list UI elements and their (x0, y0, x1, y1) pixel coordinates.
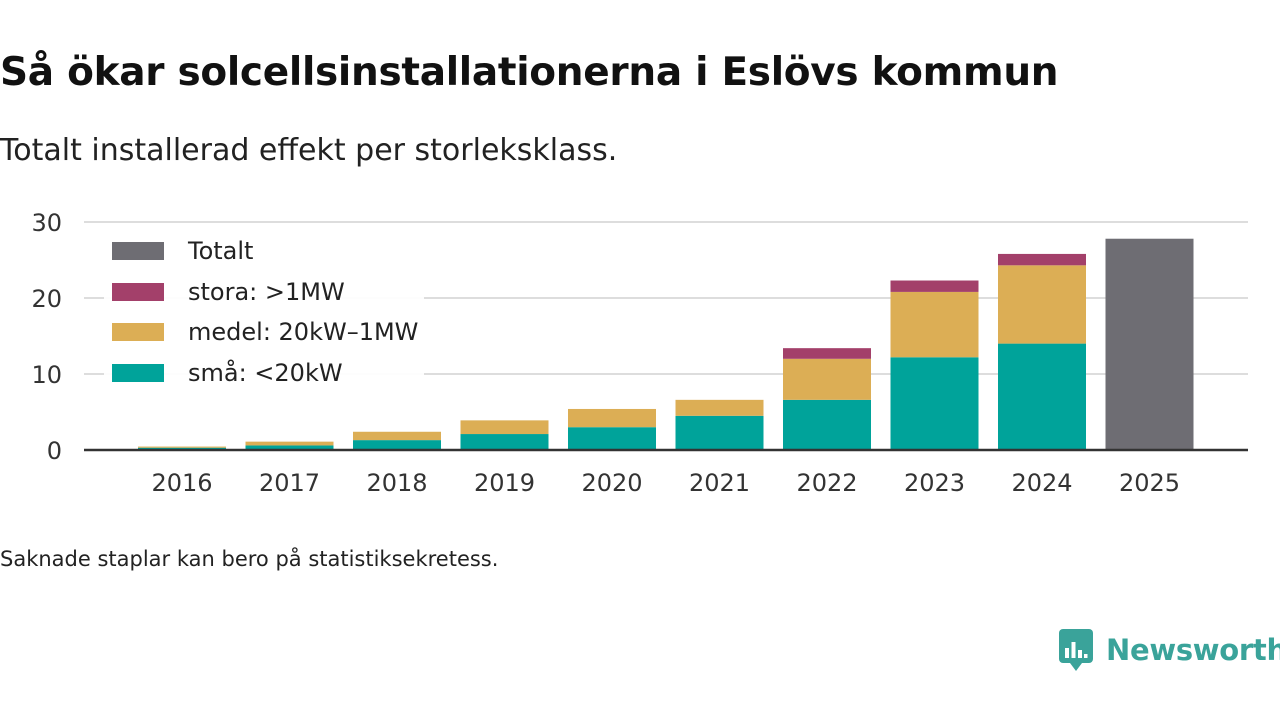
legend-label-small: små: <20kW (188, 358, 343, 387)
y-tick-label-10: 10 (31, 361, 62, 389)
x-tick-label-2017: 2017 (259, 469, 320, 497)
y-tick-label-0: 0 (47, 437, 62, 465)
y-tick-label-20: 20 (31, 285, 62, 313)
bar-medium-2016 (138, 446, 226, 448)
legend-item-small: små: <20kW (112, 353, 418, 394)
x-tick-label-2019: 2019 (474, 469, 535, 497)
bar-medium-2023 (890, 291, 979, 358)
legend-swatch-total (112, 242, 164, 261)
bar-small-2019 (460, 434, 549, 450)
chart-subtitle: Totalt installerad effekt per storlekskl… (0, 133, 618, 168)
legend-label-large: stora: >1MW (188, 277, 345, 306)
legend-swatch-small (112, 363, 164, 382)
bar-small-2017 (245, 445, 334, 450)
bar-large-2023 (890, 280, 979, 292)
bar-small-2018 (353, 440, 441, 450)
chart-legend: Totalt stora: >1MW medel: 20kW–1MW små: … (104, 223, 425, 397)
footnote: Saknade staplar kan bero på statistiksek… (0, 547, 499, 571)
brand-name: Newsworthy (1106, 633, 1280, 667)
x-tick-label-2021: 2021 (689, 469, 750, 497)
bar-small-2021 (675, 415, 764, 450)
bar-medium-2020 (568, 408, 656, 428)
bar-medium-2018 (353, 431, 441, 441)
bar-medium-2022 (783, 358, 871, 400)
legend-label-medium: medel: 20kW–1MW (188, 318, 419, 347)
x-tick-label-2020: 2020 (581, 469, 642, 497)
legend-label-total: Totalt (188, 237, 254, 266)
chart-area: 0 10 20 30 2016 2017 2018 2019 2020 2021 2022 2023 2… (0, 195, 1280, 515)
bar-medium-2024 (998, 265, 1086, 344)
bar-chart: 0 10 20 30 2016 2017 2018 2019 2020 2021 2022 2023 2… (31, 209, 1248, 497)
x-tick-label-2022: 2022 (796, 469, 857, 497)
bar-large-2024 (998, 253, 1086, 266)
bar-small-2020 (568, 427, 656, 450)
bar-total-2025 (1105, 238, 1194, 450)
x-tick-label-2024: 2024 (1011, 469, 1072, 497)
x-tick-label-2018: 2018 (366, 469, 427, 497)
chart-title: Så ökar solcellsinstallationerna i Eslöv… (0, 50, 1059, 95)
y-tick-label-30: 30 (31, 209, 62, 237)
bar-small-2022 (783, 399, 871, 450)
x-tick-label-2016: 2016 (151, 469, 212, 497)
bar-medium-2021 (675, 399, 764, 416)
legend-item-large: stora: >1MW (112, 272, 418, 313)
legend-swatch-large (112, 282, 164, 301)
legend-item-medium: medel: 20kW–1MW (112, 312, 418, 353)
bar-large-2022 (783, 348, 871, 359)
bar-medium-2017 (245, 441, 334, 446)
brand-logo: Newsworthy (1058, 628, 1280, 672)
x-tick-label-2025: 2025 (1119, 469, 1180, 497)
bar-medium-2019 (460, 420, 549, 435)
x-tick-label-2023: 2023 (904, 469, 965, 497)
bar-small-2024 (998, 343, 1086, 450)
newsworthy-logo-icon (1059, 629, 1093, 671)
bar-small-2023 (890, 357, 979, 450)
legend-item-total: Totalt (112, 231, 418, 272)
legend-swatch-medium (112, 323, 164, 342)
